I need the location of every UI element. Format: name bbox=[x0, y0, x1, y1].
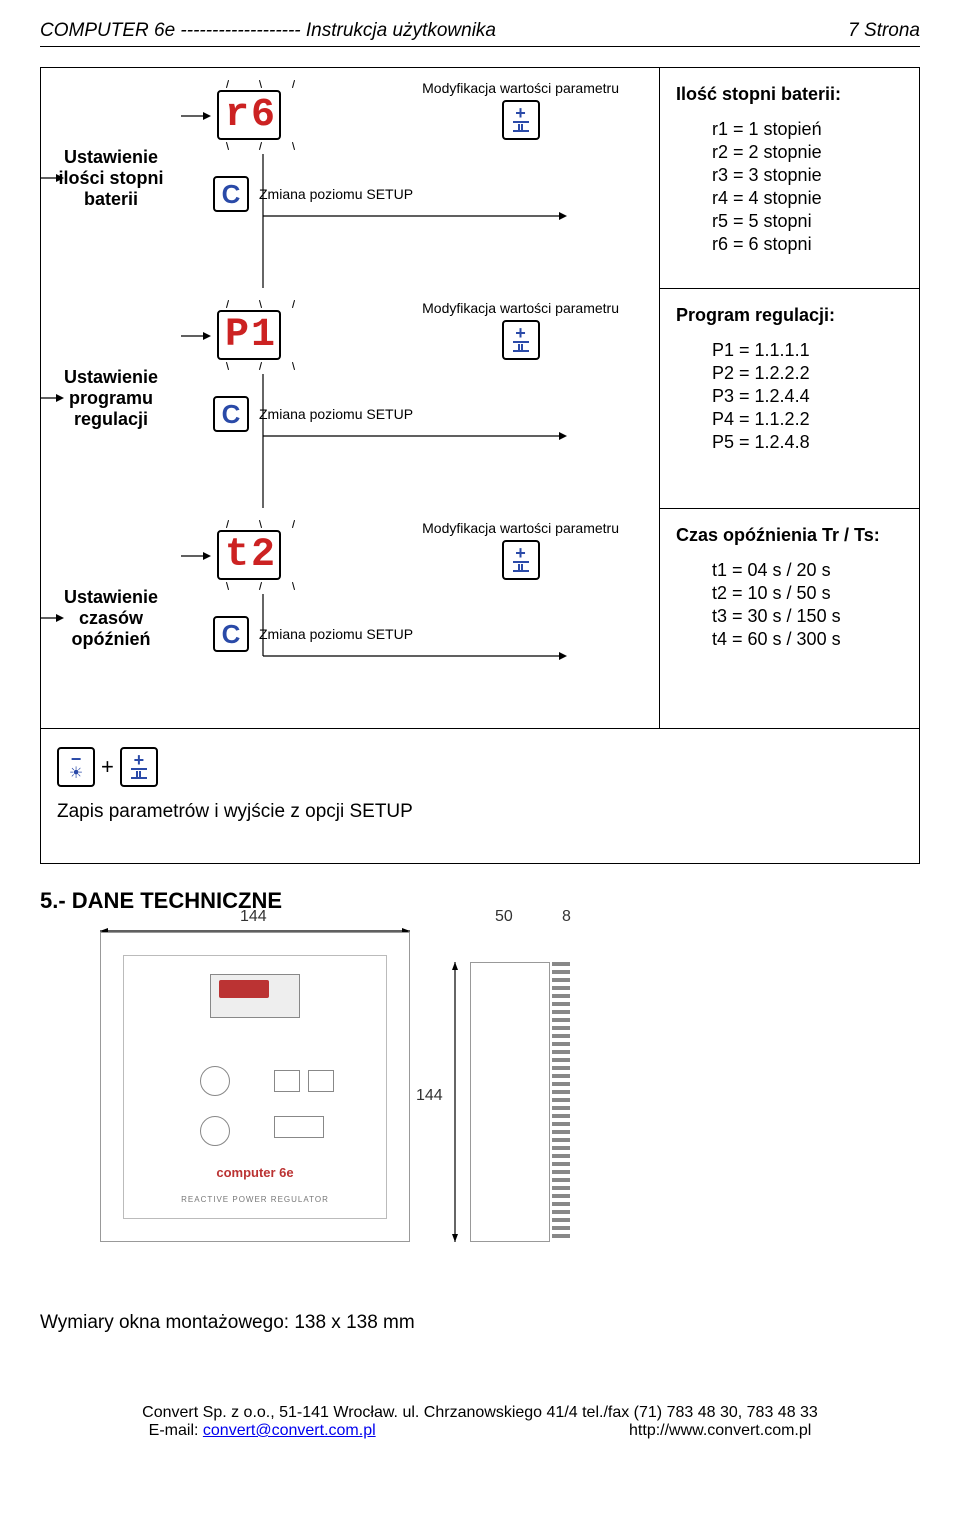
left-label: Ustawienie ilości stopni baterii bbox=[41, 68, 181, 288]
right-item: P4 = 1.1.2.2 bbox=[712, 409, 903, 430]
left-label: Ustawienie programu regulacji bbox=[41, 288, 181, 508]
device-sub: REACTIVE POWER REGULATOR bbox=[124, 1195, 386, 1204]
right-item: r1 = 1 stopień bbox=[712, 119, 903, 140]
c-button: C bbox=[213, 396, 249, 432]
right-column: Ilość stopni baterii: r1 = 1 stopieńr2 =… bbox=[659, 68, 919, 288]
right-item: t1 = 04 s / 20 s bbox=[712, 560, 903, 581]
right-column: Program regulacji: P1 = 1.1.1.1P2 = 1.2.… bbox=[659, 288, 919, 508]
plus-cap-button: + bbox=[502, 320, 540, 360]
setup-label: Zmiana poziomu SETUP bbox=[259, 186, 413, 202]
footer-line1: Convert Sp. z o.o., 51-141 Wrocław. ul. … bbox=[40, 1404, 920, 1422]
device-side-view: 50 8 144 bbox=[440, 932, 590, 1272]
right-title: Program regulacji: bbox=[676, 305, 903, 326]
right-item: r4 = 4 stopnie bbox=[712, 188, 903, 209]
dim-width: 144 bbox=[240, 908, 267, 926]
right-item: r3 = 3 stopnie bbox=[712, 165, 903, 186]
setup-label: Zmiana poziomu SETUP bbox=[259, 406, 413, 422]
right-item: P2 = 1.2.2.2 bbox=[712, 363, 903, 384]
mod-label: Modyfikacja wartości parametru bbox=[422, 520, 619, 536]
plus-cap-button: + bbox=[502, 540, 540, 580]
dim-height: 144 bbox=[416, 1087, 443, 1105]
dim-depth: 50 bbox=[495, 908, 513, 926]
right-item: P5 = 1.2.4.8 bbox=[712, 432, 903, 453]
save-row: −☀ + + Zapis parametrów i wyjście z opcj… bbox=[41, 728, 919, 863]
plus-cap-button: + bbox=[502, 100, 540, 140]
right-title: Czas opóźnienia Tr / Ts: bbox=[676, 525, 903, 546]
c-button: C bbox=[213, 616, 249, 652]
right-title: Ilość stopni baterii: bbox=[676, 84, 903, 105]
header-right: 7 Strona bbox=[848, 20, 920, 42]
seven-seg-display: t 2 bbox=[217, 530, 281, 580]
mid-column: P 1 Modyfikacja wartości parametru + C bbox=[181, 288, 659, 508]
right-item: r6 = 6 stopni bbox=[712, 234, 903, 255]
right-item: P3 = 1.2.4.4 bbox=[712, 386, 903, 407]
right-item: r5 = 5 stopni bbox=[712, 211, 903, 232]
right-column: Czas opóźnienia Tr / Ts: t1 = 04 s / 20 … bbox=[659, 508, 919, 728]
mid-column: t 2 Modyfikacja wartości parametru + C bbox=[181, 508, 659, 728]
seven-seg-display: P 1 bbox=[217, 310, 281, 360]
mod-label: Modyfikacja wartości parametru bbox=[422, 80, 619, 96]
footer-email-label: E-mail: bbox=[149, 1422, 203, 1439]
flow-diagram-box: Ustawienie ilości stopni baterii r 6 bbox=[40, 67, 920, 864]
right-item: r2 = 2 stopnie bbox=[712, 142, 903, 163]
right-item: t4 = 60 s / 300 s bbox=[712, 629, 903, 650]
c-button: C bbox=[213, 176, 249, 212]
left-label: Ustawienie czasów opóźnień bbox=[41, 508, 181, 728]
mid-column: r 6 Modyfikacja wartości parametru + C bbox=[181, 68, 659, 288]
plus-cap-button: + bbox=[120, 747, 158, 787]
seven-seg-display: r 6 bbox=[217, 90, 281, 140]
mod-label: Modyfikacja wartości parametru bbox=[422, 300, 619, 316]
right-item: P1 = 1.1.1.1 bbox=[712, 340, 903, 361]
mounting-dim-text: Wymiary okna montażowego: 138 x 138 mm bbox=[40, 1312, 920, 1334]
save-buttons: −☀ + + bbox=[57, 747, 158, 787]
footer-email-link[interactable]: convert@convert.com.pl bbox=[203, 1422, 376, 1439]
technical-drawing: 144 computer 6e REACTIVE POWER REGULATOR… bbox=[100, 932, 920, 1272]
save-text: Zapis parametrów i wyjście z opcji SETUP bbox=[57, 801, 903, 823]
footer: Convert Sp. z o.o., 51-141 Wrocław. ul. … bbox=[40, 1404, 920, 1440]
page-header: COMPUTER 6e ------------------- Instrukc… bbox=[40, 20, 920, 47]
setup-label: Zmiana poziomu SETUP bbox=[259, 626, 413, 642]
right-item: t2 = 10 s / 50 s bbox=[712, 583, 903, 604]
footer-url: http://www.convert.com.pl bbox=[629, 1422, 811, 1439]
header-left: COMPUTER 6e ------------------- Instrukc… bbox=[40, 20, 496, 42]
minus-sun-button: −☀ bbox=[57, 747, 95, 787]
right-item: t3 = 30 s / 150 s bbox=[712, 606, 903, 627]
device-brand: computer 6e bbox=[124, 1165, 386, 1180]
section-title: 5.- DANE TECHNICZNE bbox=[40, 888, 920, 914]
device-front-view: computer 6e REACTIVE POWER REGULATOR bbox=[100, 932, 410, 1242]
dim-thickness: 8 bbox=[562, 908, 571, 926]
